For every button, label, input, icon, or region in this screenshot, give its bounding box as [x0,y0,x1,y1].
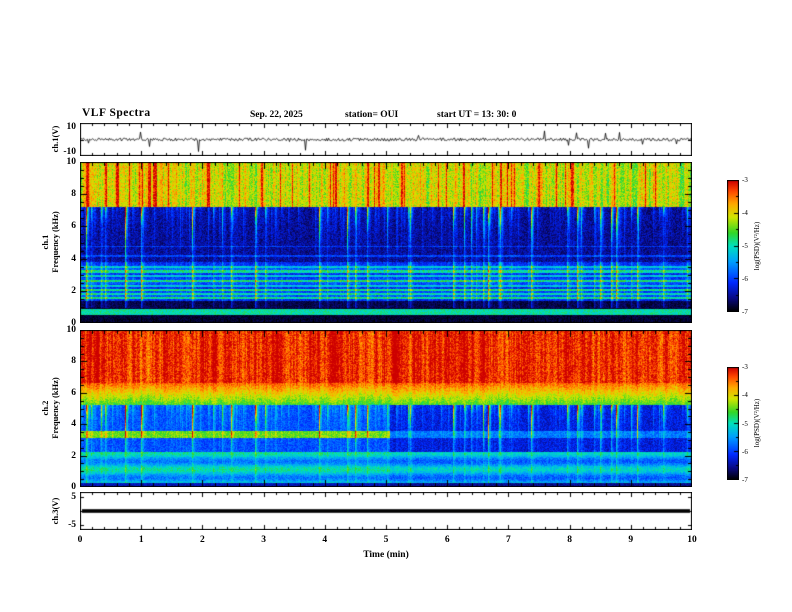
colorbar1-canvas [727,180,739,312]
colorbar1-tick-label: -6 [742,275,748,283]
spec1-ytick-label: 0 [71,318,76,328]
ch1-ytick-label: -10 [63,147,76,158]
x-tick-label: 8 [567,535,572,545]
date-label: Sep. 22, 2025 [250,110,303,120]
ch2-spectrogram-canvas [80,330,692,487]
spec1-ytick-label: 10 [66,157,77,167]
plot-title: VLF Spectra [82,107,151,119]
colorbar2-canvas [727,367,739,480]
spec1-ytick-label: 8 [71,189,76,200]
spec2-ytick-label: 6 [71,387,76,398]
x-tick-label: 10 [687,535,697,545]
x-tick-label: 5 [383,535,389,545]
spec2-ytick-label: 8 [71,356,76,367]
spec2-ytick-label: 4 [71,419,76,430]
ch3-waveform-canvas [80,492,692,530]
spec2-ytick-label: 2 [71,450,76,461]
colorbar1-tick-label: -4 [742,209,748,217]
ch1-ytick-label: 10 [66,121,77,132]
spec1-ytick-label: 6 [71,221,76,232]
x-tick-label: 4 [322,535,328,545]
colorbar1-label: log(PSD)(V²/Hz) [753,221,761,271]
ch3-ytick-label: -5 [68,519,76,530]
x-tick-label: 0 [77,535,83,545]
colorbar1-tick-label: -3 [742,176,748,184]
start-ut-label: start UT = 13: 30: 0 [437,110,517,120]
x-tick-label: 9 [628,535,634,545]
colorbar2-tick-label: -7 [742,476,748,484]
spec1-ytick-label: 4 [71,253,76,264]
ch1-waveform-canvas [80,123,692,156]
x-tick-label: 6 [444,535,450,545]
spec1-ylabel-channel: ch.1 [40,234,50,250]
x-tick-label: 3 [261,535,266,545]
colorbar2-tick-label: -4 [742,391,748,400]
spec1-ytick-label: 2 [71,285,76,296]
spec2-ytick-label: 0 [71,482,76,492]
spec1-ylabel: ch.1 Frequency (kHz) [40,211,60,272]
colorbar2-tick-label: -3 [742,363,748,371]
colorbar1-tick-label: -7 [742,308,748,316]
x-tick-label: 2 [200,535,205,545]
x-tick-label: 1 [138,535,144,545]
ch3-ytick-label: 5 [71,492,76,503]
time-axis-label: Time (min) [363,550,409,560]
spec2-ylabel-quantity: Frequency (kHz) [50,377,60,439]
spec2-ylabel: ch.2 Frequency (kHz) [40,377,60,438]
spec2-ytick-label: 10 [66,325,77,335]
colorbar2-tick-label: -5 [742,419,748,428]
colorbar2-label: log(PSD)(V²/Hz) [753,398,761,448]
spec2-ylabel-channel: ch.2 [40,400,50,416]
ch1-spectrogram-canvas [80,162,692,323]
x-tick-label: 7 [506,535,511,545]
colorbar2-tick-label: -6 [742,447,748,456]
station-label: station= OUI [345,110,399,120]
colorbar1-tick-label: -5 [742,242,748,250]
